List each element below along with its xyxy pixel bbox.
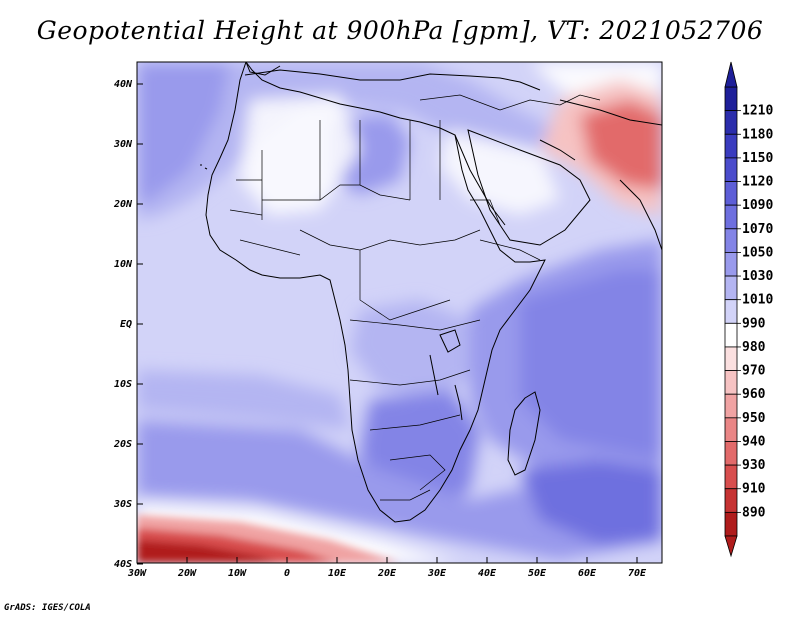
colorbar-level-label: 910: [742, 482, 766, 497]
colorbar-segment: [724, 133, 738, 159]
lat-tick-label: 20S: [113, 439, 132, 450]
lat-tick-label: EQ: [120, 319, 132, 330]
lat-tick-label: 10S: [114, 379, 132, 390]
colorbar-segment: [724, 322, 738, 348]
colorbar-segment: [724, 157, 738, 182]
colorbar-level-label: 1120: [742, 175, 773, 190]
colorbar-segment: [724, 393, 738, 419]
lon-tick-label: 40E: [478, 568, 497, 579]
colorbar-segment: [724, 275, 738, 301]
colorbar-segment: [724, 464, 738, 490]
field-region-southeast-deepest: [520, 460, 662, 545]
colorbar-level-label: 1090: [742, 198, 773, 213]
field-region-north: [137, 62, 560, 220]
colorbar-segment: [724, 417, 738, 442]
lon-tick-label: 50E: [528, 568, 547, 579]
colorbar-segment: [724, 252, 738, 277]
lon-tick-label: 20W: [177, 568, 197, 579]
lon-tick-label: 20E: [377, 568, 397, 579]
colorbar-top-cap: [724, 61, 738, 88]
colorbar-level-label: 960: [742, 387, 766, 402]
field-region-iran-core: [580, 100, 662, 190]
colorbar-level-label: 970: [742, 364, 766, 379]
colorbar-level-label: 990: [742, 316, 766, 331]
longitude-axis: 30W 20W 10W 0 10E 20E 30E 40E 50E 60E 70E: [127, 557, 647, 579]
colorbar-level-label: 940: [742, 434, 766, 449]
lon-tick-label: 60E: [578, 568, 597, 579]
colorbar-segment: [724, 86, 738, 112]
field-region-central: [350, 300, 480, 400]
lat-tick-label: 30S: [113, 499, 132, 510]
colorbar-segment: [724, 299, 738, 324]
coastlines: [200, 62, 662, 523]
lon-tick-label: 0: [284, 568, 290, 579]
colorbar: 1210 1180 1150 1120 1090 1070 1050 1030 1010 990 9…: [724, 61, 773, 558]
colorbar-level-label: 890: [742, 505, 766, 520]
colorbar-segment: [724, 346, 738, 371]
colorbar-segment: [724, 488, 738, 513]
colorbar-segment: [724, 228, 738, 253]
colorbar-level-label: 1030: [742, 269, 773, 284]
persian-gulf: [539, 139, 576, 161]
lat-tick-label: 30N: [113, 139, 133, 150]
colorbar-level-label: 1070: [742, 222, 773, 237]
red-sea: [454, 134, 506, 226]
colorbar-level-label: 1210: [742, 104, 773, 119]
colorbar-bottom-cap: [724, 535, 738, 558]
lat-tick-label: 40N: [114, 79, 133, 90]
lake-malawi: [454, 384, 463, 421]
iran-coast: [559, 99, 662, 126]
colorbar-segment: [724, 204, 738, 230]
grads-credit: GrADS: IGES/COLA: [4, 603, 91, 613]
lon-tick-label: 10W: [228, 568, 247, 579]
field-region-atlantic-band: [137, 370, 350, 430]
field-region-white-north: [240, 95, 360, 215]
lat-tick-label: 10N: [114, 259, 133, 270]
lon-tick-label: 70E: [628, 568, 647, 579]
colorbar-level-label: 980: [742, 340, 766, 355]
lat-tick-label: 20N: [113, 199, 133, 210]
colorbar-level-label: 1010: [742, 293, 773, 308]
lon-tick-label: 30W: [127, 568, 147, 579]
africa-coastline: [205, 62, 546, 523]
map-frame: [136, 61, 663, 564]
colorbar-level-label: 1150: [742, 151, 773, 166]
lon-tick-label: 10E: [328, 568, 347, 579]
colorbar-level-label: 950: [742, 411, 766, 426]
lon-tick-label: 30E: [427, 568, 447, 579]
colorbar-level-label: 1050: [742, 245, 773, 260]
lat-tick-label: 40S: [114, 559, 132, 570]
colorbar-segment: [724, 511, 738, 537]
lake-victoria: [439, 329, 461, 353]
colorbar-segment: [724, 181, 738, 206]
latitude-axis: 40N 30N 20N 10N EQ 10S 20S 30S 40S: [113, 79, 143, 570]
lake-tanganyika: [429, 354, 439, 396]
colorbar-level-label: 1180: [742, 127, 773, 142]
mediterranean-north: [244, 69, 541, 91]
field-region-southern-ocean: [137, 420, 662, 560]
europe-iberia: [245, 62, 281, 76]
india-coast: [619, 179, 662, 251]
colorbar-segment: [724, 441, 738, 466]
field-region-southern-low-dark: [137, 540, 280, 563]
colorbar-segment: [724, 370, 738, 395]
canary-islands: [200, 164, 208, 170]
chart-title: Geopotential Height at 900hPa [gpm], VT:…: [36, 16, 764, 45]
colorbar-segment: [724, 110, 738, 135]
colorbar-level-label: 930: [742, 458, 766, 473]
field-region-indian-ocean: [520, 270, 662, 460]
field-region-nw-deep: [137, 62, 230, 205]
height-field: [137, 62, 662, 563]
madagascar: [507, 391, 541, 476]
country-borders: [229, 94, 601, 501]
